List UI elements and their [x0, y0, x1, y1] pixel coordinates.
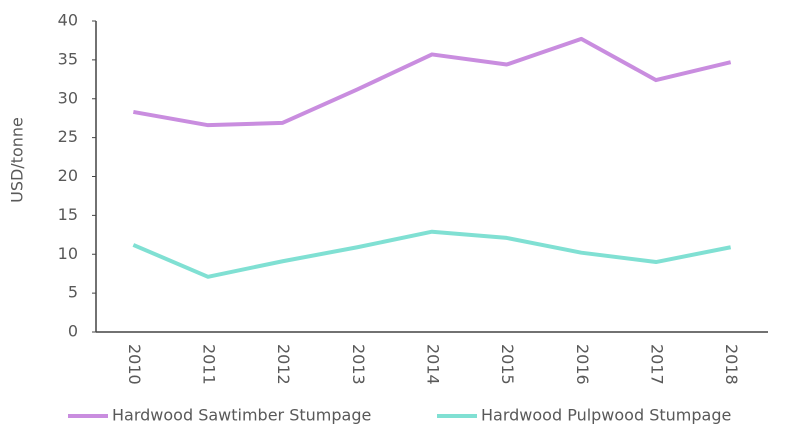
x-tick-label: 2012 — [274, 344, 293, 385]
y-tick-label: 35 — [58, 49, 78, 68]
x-tick-label: 2011 — [200, 344, 219, 385]
y-axis-label: USD/tonne — [8, 117, 27, 203]
y-tick-label: 25 — [58, 127, 78, 146]
y-tick-label: 5 — [68, 283, 78, 302]
x-tick-label: 2014 — [424, 344, 443, 385]
y-tick-label: 40 — [58, 11, 78, 30]
x-tick-label: 2013 — [349, 344, 368, 385]
legend-label: Hardwood Sawtimber Stumpage — [112, 406, 371, 425]
line-series — [132, 229, 732, 279]
y-tick-label: 20 — [58, 166, 78, 185]
y-tick-label: 0 — [68, 322, 78, 341]
y-tick-label: 15 — [58, 205, 78, 224]
x-tick-label: 2015 — [498, 344, 517, 385]
x-tick-label: 2018 — [722, 344, 741, 385]
x-tick-label: 2010 — [125, 344, 144, 385]
x-tick-label: 2017 — [648, 344, 667, 385]
legend-label: Hardwood Pulpwood Stumpage — [481, 406, 731, 425]
y-tick-label: 30 — [58, 88, 78, 107]
y-tick-label: 10 — [58, 244, 78, 263]
line-series — [132, 36, 732, 128]
x-tick-label: 2016 — [573, 344, 592, 385]
